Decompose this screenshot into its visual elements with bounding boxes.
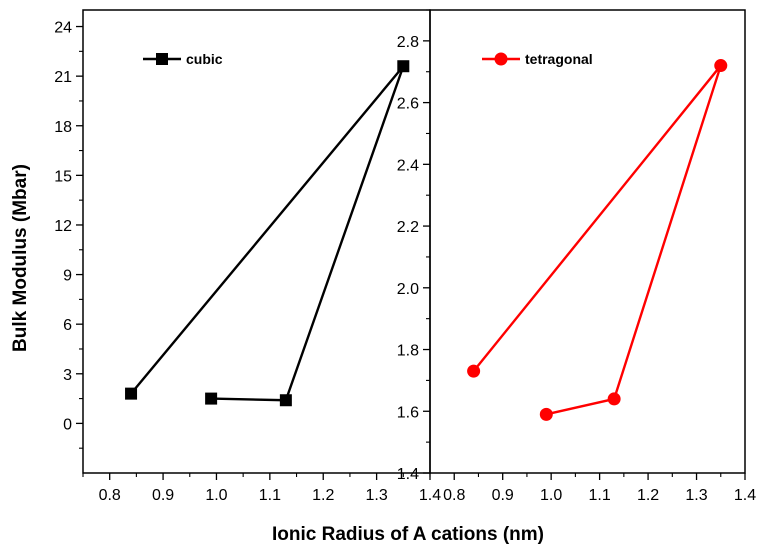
right-legend: tetragonal <box>482 51 593 67</box>
tetragonal-data-point <box>607 392 621 406</box>
left-y-tick-label: 0 <box>63 416 72 433</box>
cubic-data-point <box>205 392 218 405</box>
legend-label-tetragonal: tetragonal <box>525 51 593 67</box>
right-x-tick-label: 1.4 <box>734 487 756 504</box>
right-x-tick-label: 1.0 <box>540 487 562 504</box>
x-axis-title: Ionic Radius of A cations (nm) <box>272 524 544 545</box>
legend-marker-tetragonal <box>494 52 508 66</box>
left-y-tick-label: 6 <box>63 317 72 334</box>
tetragonal-data-point <box>467 364 481 378</box>
right-x-tick-label: 1.1 <box>588 487 610 504</box>
right-y-tick-label: 2.4 <box>397 157 419 174</box>
left-y-tick-label: 24 <box>54 20 72 37</box>
right-y-tick-label: 2.6 <box>397 96 419 113</box>
left-y-tick-label: 3 <box>63 367 72 384</box>
left-y-tick-label: 9 <box>63 268 72 285</box>
legend-marker-cubic <box>156 53 168 65</box>
cubic-data-point <box>397 60 410 73</box>
left-legend: cubic <box>143 51 223 67</box>
right-panel: 0.8 0.9 1.0 1.1 1.2 1.3 1.41.41.61.82.02.22.42… <box>397 9 756 504</box>
left-y-tick-label: 12 <box>54 218 72 235</box>
right-y-tick-label: 2.0 <box>397 281 419 298</box>
legend-label-cubic: cubic <box>186 51 223 67</box>
right-y-tick-label: 2.8 <box>397 34 419 51</box>
left-y-tick-label: 15 <box>54 168 72 185</box>
right-x-tick-label: 1.3 <box>685 487 707 504</box>
right-x-tick-label: 0.8 <box>443 487 465 504</box>
left-x-tick-label: 1.4 <box>419 487 441 504</box>
left-x-tick-label: 1.2 <box>312 487 334 504</box>
right-plot-frame <box>429 9 746 474</box>
left-x-tick-label: 1.3 <box>365 487 387 504</box>
left-x-tick-label: 1.0 <box>205 487 227 504</box>
cubic-data-point <box>125 387 138 400</box>
right-y-tick-label: 1.8 <box>397 343 419 360</box>
left-x-tick-label: 0.8 <box>99 487 121 504</box>
left-panel: 0.8 0.9 1.0 1.1 1.2 1.3 1.4 0 3 6 9 12 15 18 21 24 cubic <box>54 9 441 504</box>
left-x-tick-label: 1.1 <box>259 487 281 504</box>
right-x-tick-label: 0.9 <box>492 487 514 504</box>
right-x-tick-label: 1.2 <box>637 487 659 504</box>
y-axis-title: Bulk Modulus (Mbar) <box>10 164 31 352</box>
tetragonal-data-point <box>714 59 728 73</box>
right-tetragonal-line <box>472 64 722 416</box>
left-y-tick-label: 21 <box>54 69 72 86</box>
right-y-tick-label: 1.6 <box>397 404 419 421</box>
left-x-tick-label: 0.9 <box>152 487 174 504</box>
right-y-tick-label: 1.4 <box>397 466 419 483</box>
tetragonal-data-point <box>539 407 553 421</box>
left-y-tick-label: 18 <box>54 119 72 136</box>
cubic-data-point <box>279 394 292 407</box>
right-y-tick-label: 2.2 <box>397 219 419 236</box>
left-cubic-line <box>130 65 405 402</box>
